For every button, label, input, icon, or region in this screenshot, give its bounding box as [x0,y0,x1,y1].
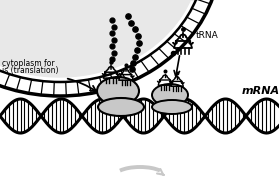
Ellipse shape [97,77,139,105]
Text: tRNA: tRNA [196,32,219,40]
Ellipse shape [152,100,192,114]
Text: cytoplasm for: cytoplasm for [2,58,55,67]
Text: mRNA: mRNA [242,86,279,96]
Text: is (translation): is (translation) [2,66,59,75]
Ellipse shape [98,98,144,116]
Polygon shape [0,0,194,77]
Ellipse shape [152,84,188,106]
